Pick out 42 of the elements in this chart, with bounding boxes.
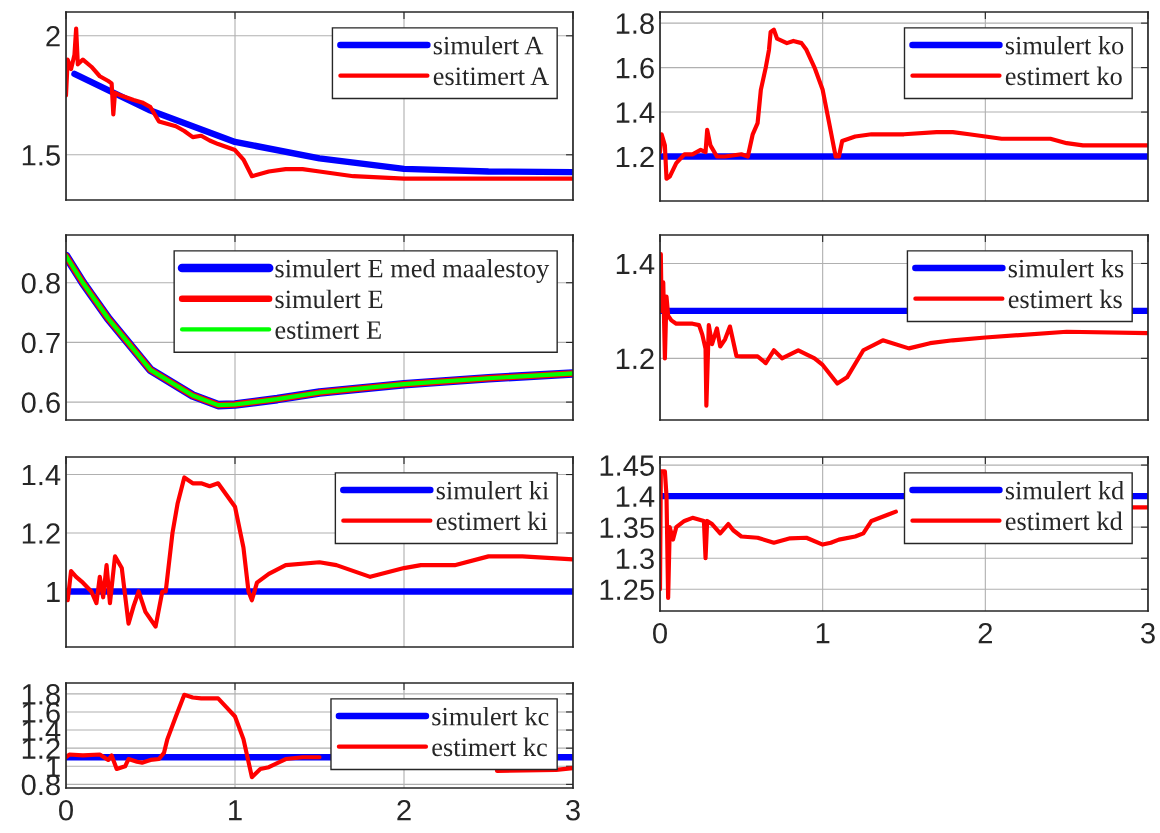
legend-label: estimert ko [1005,66,1122,86]
y-tick-label: 1.6 [616,57,654,79]
y-tick-label: 1.8 [616,13,654,34]
y-tick-label: 1.25 [600,579,654,601]
x-tick-label: 0 [59,799,73,821]
y-tick-label: 1.4 [616,486,655,507]
y-tick-label: 1.5 [22,145,60,166]
x-tick-label: 1 [816,623,830,644]
x-tick-label: 0 [653,622,667,644]
legend-label: estimert kd [1005,511,1123,531]
legend-label: estimert kc [432,737,547,757]
legend-label: simulert E med maalestoy [275,258,550,283]
legend-label: simulert ki [436,480,549,500]
legend-label: estimert ki [436,511,548,531]
y-tick-label: 0.8 [21,272,60,294]
x-tick-label: 3 [566,799,580,821]
y-tick-label: 0.7 [21,332,60,354]
y-tick-label: 1.3 [616,548,654,570]
y-tick-label: 1.4 [616,102,655,123]
y-tick-label: 1.2 [22,523,60,544]
y-tick-label: 1.4 [22,465,61,486]
y-tick-label: 1.4 [616,253,655,275]
x-tick-label: 1 [229,800,242,821]
y-tick-label: 1.35 [600,517,654,539]
legend-label: simulert kd [1005,480,1124,500]
y-tick-label: 1.2 [616,146,654,168]
legend-label: simulert kc [432,706,549,726]
legend-label: estimert E [275,321,381,339]
legend-label: simulert ko [1005,35,1124,55]
x-tick-label: 2 [397,799,411,821]
legend-label: simulert E [275,289,383,309]
x-tick-label: 2 [978,622,992,644]
y-tick-label: 1 [47,581,60,603]
legend-label: simulert ks [1008,258,1124,278]
y-tick-label: 2 [46,26,60,47]
legend-label: simulert A [433,35,544,55]
y-tick-label: 1.2 [616,348,654,369]
y-tick-label: 1.45 [600,455,654,476]
x-tick-label: 3 [1141,622,1155,644]
y-tick-label: 0.6 [21,392,60,413]
legend-label: estimert ks [1008,289,1122,309]
legend-label: esitimert A [433,67,550,86]
